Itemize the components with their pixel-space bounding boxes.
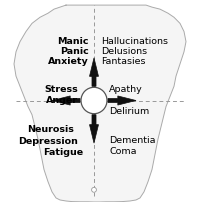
Text: Fantasies: Fantasies <box>101 57 146 66</box>
Text: Hallucinations: Hallucinations <box>101 37 168 46</box>
Text: Depression: Depression <box>18 136 78 145</box>
Polygon shape <box>89 59 98 87</box>
Text: Anxiety: Anxiety <box>48 57 89 66</box>
Circle shape <box>81 88 107 114</box>
Polygon shape <box>52 97 80 105</box>
Text: Delusions: Delusions <box>101 47 147 56</box>
Text: Manic: Manic <box>58 37 89 46</box>
Polygon shape <box>89 115 98 143</box>
Text: Dementia: Dementia <box>109 135 156 144</box>
Polygon shape <box>108 97 136 105</box>
Text: Coma: Coma <box>109 146 136 155</box>
Text: Stress: Stress <box>44 84 78 93</box>
Text: Anger: Anger <box>46 96 78 104</box>
Text: Apathy: Apathy <box>109 84 143 93</box>
Circle shape <box>92 187 96 192</box>
Text: Delirium: Delirium <box>109 107 149 116</box>
Text: Panic: Panic <box>60 47 89 56</box>
Text: Neurosis: Neurosis <box>27 125 74 134</box>
Polygon shape <box>14 6 186 202</box>
Text: Fatigue: Fatigue <box>43 147 83 156</box>
